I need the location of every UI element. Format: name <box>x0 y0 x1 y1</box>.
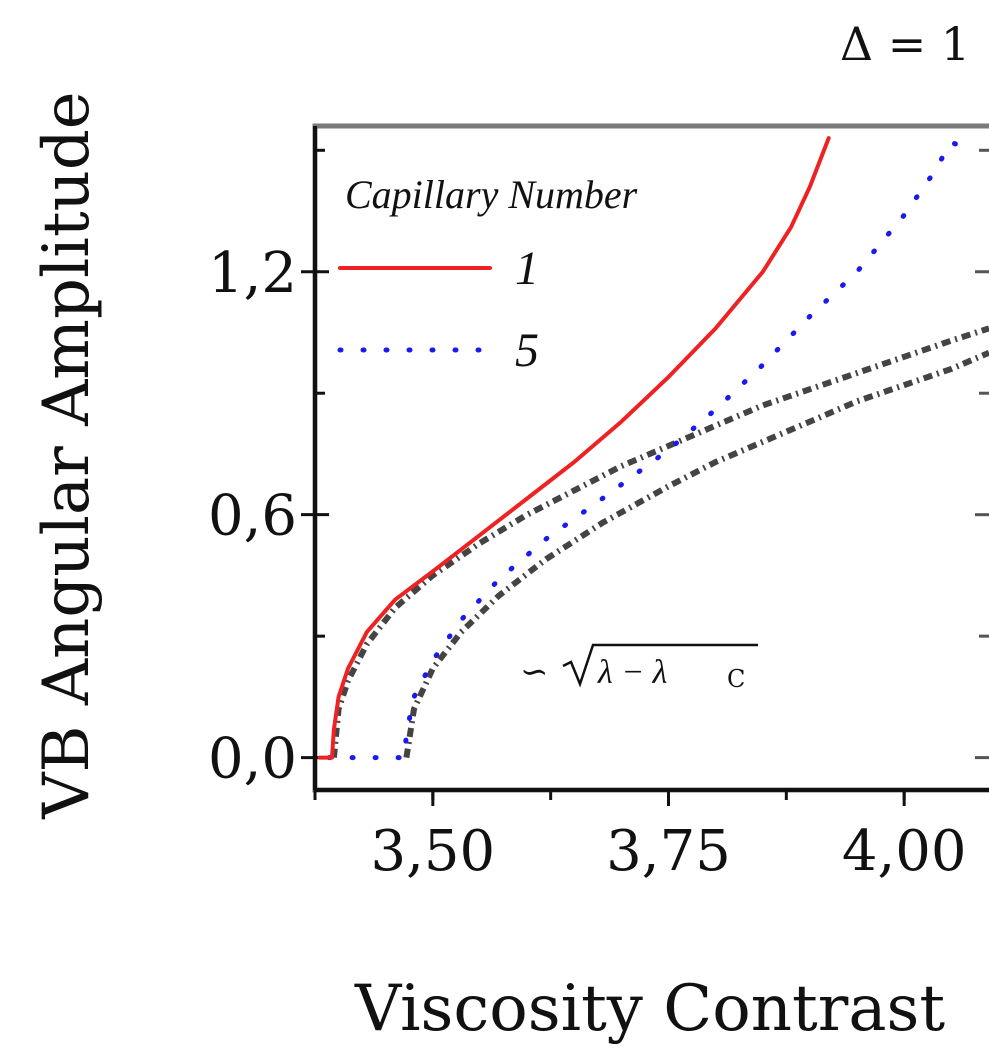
y-tick-label: 0,6 <box>208 484 297 549</box>
delta-annotation: Δ = 1 <box>840 17 970 71</box>
legend-title: Capillary Number <box>345 172 638 217</box>
x-axis-label: Viscosity Contrast <box>354 972 945 1046</box>
x-tick-label: 4,00 <box>842 819 967 884</box>
fit-radical-sign <box>562 643 758 688</box>
x-tick-label: 3,50 <box>370 819 495 884</box>
fit-radicand: λ − λ <box>597 654 667 691</box>
series-line-fit-2 <box>330 325 989 758</box>
legend-entry-label: 1 <box>515 242 539 295</box>
plot-area: 3,50 3,75 4,00 0,0 0,6 1,2 Capillary Number 1 5 ∽… <box>208 123 989 884</box>
fit-tilde: ∽ <box>520 652 549 692</box>
series-line-fit-3 <box>403 349 989 759</box>
fit-subscript: C <box>727 665 745 693</box>
y-tick-label: 0,0 <box>208 727 297 792</box>
legend-entry-label: 5 <box>515 324 539 377</box>
y-tick-label: 1,2 <box>208 241 297 306</box>
series-line-1 <box>317 136 831 760</box>
y-axis-label: VB Angular Amplitude <box>30 91 104 819</box>
x-tick-label: 3,75 <box>606 819 731 884</box>
series-line-5 <box>326 139 973 761</box>
